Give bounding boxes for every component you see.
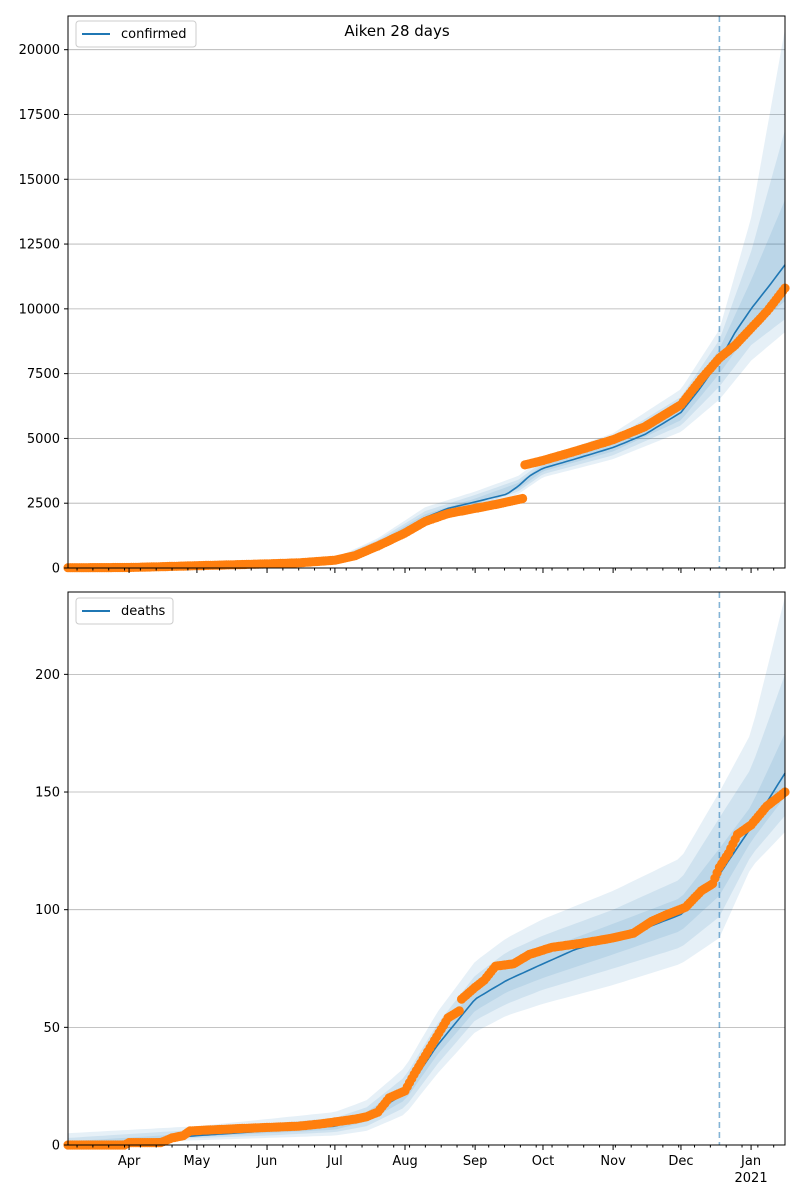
confirmed-ytick-label-6: 15000 xyxy=(19,173,60,188)
x-tick-label-9: Jan xyxy=(740,1154,761,1169)
confirmed-legend: confirmed xyxy=(75,20,197,48)
x-tick-label-8: Dec xyxy=(668,1154,693,1169)
deaths-legend-label: deaths xyxy=(121,604,166,619)
x-tick-label-2: Jun xyxy=(256,1154,277,1169)
deaths-ytick-label-0: 0 xyxy=(52,1139,60,1154)
deaths-panel: 0 50 100 150 200 Apr May Jun Jul Aug Sep Oct Nov Dec… xyxy=(35,591,790,1186)
x-tick-label-1: May xyxy=(183,1154,210,1169)
deaths-ytick-label-2: 100 xyxy=(35,903,60,918)
confirmed-observed-point xyxy=(518,493,528,504)
x-tick-sublabel-9: 2021 xyxy=(735,1171,768,1186)
confirmed-ytick-label-8: 20000 xyxy=(19,43,60,58)
confirmed-ytick-label-2: 5000 xyxy=(27,432,60,447)
deaths-observed-point xyxy=(454,1006,464,1016)
confirmed-legend-label: confirmed xyxy=(121,27,187,42)
deaths-bands xyxy=(68,596,785,1145)
confirmed-ytick-label-5: 12500 xyxy=(19,238,60,253)
deaths-x-axis: Apr May Jun Jul Aug Sep Oct Nov Dec Jan 2021 xyxy=(76,1145,775,1186)
confirmed-ytick-label-0: 0 xyxy=(52,562,60,577)
deaths-ytick-label-4: 200 xyxy=(35,668,60,683)
deaths-observed-points xyxy=(63,787,790,1150)
deaths-y-axis: 0 50 100 150 200 xyxy=(35,668,68,1154)
deaths-grid xyxy=(68,673,785,1028)
confirmed-band-1 xyxy=(334,130,785,560)
deaths-ytick-label-3: 150 xyxy=(35,786,60,801)
confirmed-axes-frame xyxy=(67,15,786,569)
confirmed-y-axis: 0 2500 5000 7500 10000 12500 15000 17500 20000 xyxy=(19,43,68,577)
x-tick-label-6: Oct xyxy=(532,1154,554,1169)
confirmed-bands xyxy=(334,29,785,561)
confirmed-panel: 0 2500 5000 7500 10000 12500 15000 17500 20000 c… xyxy=(19,15,790,577)
confirmed-ytick-label-7: 17500 xyxy=(19,108,60,123)
deaths-frame-rect xyxy=(67,591,786,1146)
confirmed-x-axis xyxy=(76,568,775,573)
confirmed-ytick-label-4: 10000 xyxy=(19,302,60,317)
confirmed-ytick-label-3: 7500 xyxy=(27,367,60,382)
deaths-axes-frame xyxy=(67,591,786,1146)
x-tick-label-0: Apr xyxy=(118,1154,141,1169)
confirmed-observed-points xyxy=(63,283,790,573)
confirmed-frame-rect xyxy=(67,15,786,569)
deaths-legend-box xyxy=(75,597,174,625)
deaths-ytick-label-1: 50 xyxy=(43,1021,60,1036)
x-tick-label-5: Sep xyxy=(463,1154,488,1169)
x-tick-label-3: Jul xyxy=(326,1154,343,1169)
confirmed-legend-box xyxy=(75,20,197,48)
confirmed-band-0 xyxy=(334,29,785,561)
deaths-band-0 xyxy=(68,596,785,1145)
chart-title: Aiken 28 days xyxy=(344,22,450,40)
x-tick-label-7: Nov xyxy=(600,1154,626,1169)
x-tick-label-4: Aug xyxy=(392,1154,417,1169)
confirmed-ytick-label-1: 2500 xyxy=(27,497,60,512)
confirmed-grid xyxy=(68,49,785,504)
deaths-legend: deaths xyxy=(75,597,174,625)
